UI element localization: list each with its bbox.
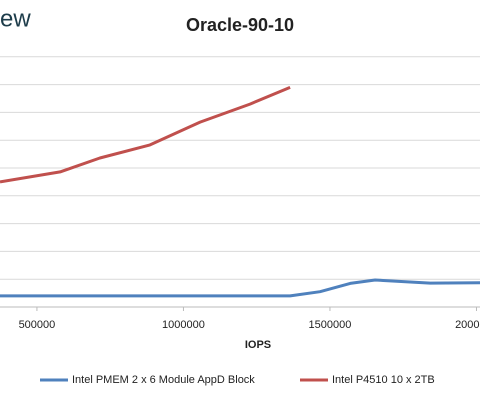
series-line [0, 278, 480, 298]
x-tick-label: 2000000 [455, 319, 480, 331]
x-tick-label: 1500000 [309, 319, 352, 331]
chart-title: Oracle-90-10 [186, 15, 294, 35]
x-axis-label: IOPS [245, 339, 271, 351]
x-tick-label: 500000 [19, 319, 56, 331]
series-line [0, 86, 291, 184]
x-tick-label: 1000000 [162, 319, 205, 331]
legend-label: Intel P4510 10 x 2TB [332, 374, 435, 386]
logo-fragment: ew [0, 5, 31, 32]
legend-label: Intel PMEM 2 x 6 Module AppD Block [72, 374, 255, 386]
